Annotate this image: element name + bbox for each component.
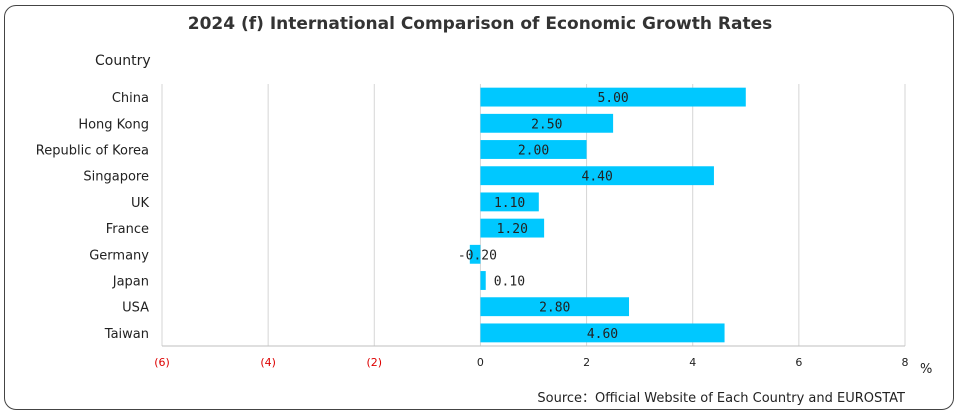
data-label: 5.00 (597, 91, 628, 106)
data-label: 1.20 (497, 222, 528, 237)
category-label: Hong Kong (78, 117, 149, 132)
category-label: UK (131, 196, 150, 211)
x-tick-label: 6 (795, 356, 802, 369)
x-tick-label: (2) (366, 356, 382, 369)
category-label: Taiwan (104, 327, 149, 342)
data-label: 2.50 (531, 117, 562, 132)
x-tick-label: 2 (583, 356, 590, 369)
data-label: 0.10 (494, 275, 525, 290)
data-label: -0.20 (458, 248, 497, 263)
bar-china (480, 87, 746, 107)
bar-republic-of-korea (480, 140, 587, 159)
x-tick-label: 0 (477, 356, 484, 369)
category-label: China (112, 91, 149, 106)
bar-singapore (480, 166, 714, 186)
bar-japan (480, 271, 486, 290)
data-label: 4.60 (587, 327, 618, 342)
category-label: USA (122, 301, 149, 316)
category-label: Germany (89, 248, 149, 263)
source-note: Source：Official Website of Each Country … (537, 391, 905, 406)
chart-title: 2024 (f) International Comparison of Eco… (187, 14, 773, 34)
category-label: Japan (112, 275, 149, 290)
x-tick-label: 4 (689, 356, 696, 369)
data-label: 1.10 (494, 196, 525, 211)
data-label: 4.40 (582, 170, 613, 185)
x-axis-unit: % (920, 362, 933, 377)
data-label: 2.00 (518, 144, 549, 159)
bar-france (480, 218, 545, 238)
bar-taiwan (480, 323, 725, 343)
bar-uk (480, 192, 539, 212)
category-label: Republic of Korea (36, 144, 149, 159)
bar-usa (480, 297, 630, 317)
category-label: Singapore (83, 170, 149, 185)
x-tick-label: (4) (260, 356, 276, 369)
bar-hong-kong (480, 113, 614, 133)
x-tick-label: 8 (902, 356, 909, 369)
category-label: France (106, 222, 149, 237)
data-label: 2.80 (539, 301, 570, 316)
y-axis-title: Country (95, 53, 151, 69)
x-tick-label: (6) (154, 356, 170, 369)
bar-germany (469, 244, 481, 264)
